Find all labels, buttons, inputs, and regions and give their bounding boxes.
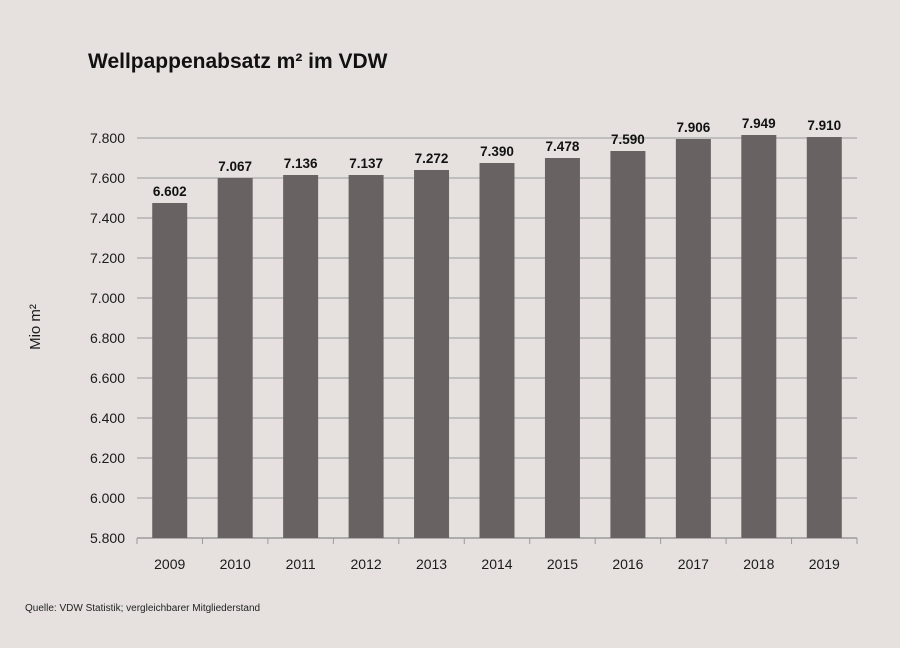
- data-label-2018: 7.949: [742, 116, 776, 131]
- x-tick-label-2009: 2009: [154, 556, 185, 572]
- x-tick-label-2012: 2012: [351, 556, 382, 572]
- y-tick-label: 7.200: [90, 250, 125, 266]
- x-tick-label-2018: 2018: [743, 556, 774, 572]
- data-label-2012: 7.137: [349, 156, 383, 171]
- y-tick-label: 7.600: [90, 170, 125, 186]
- y-tick-label: 6.000: [90, 490, 125, 506]
- bar-2017: [675, 139, 711, 538]
- data-label-2016: 7.590: [611, 132, 645, 147]
- source-note: Quelle: VDW Statistik; vergleichbarer Mi…: [25, 603, 261, 614]
- bar-2011: [283, 175, 319, 538]
- data-label-2011: 7.136: [284, 156, 318, 171]
- x-tick-label-2013: 2013: [416, 556, 447, 572]
- bars: [152, 135, 842, 538]
- y-tick-label: 6.200: [90, 450, 125, 466]
- y-axis-ticks: 5.800 6.000 6.200 6.400 6.600 6.800 7.000 7.200…: [90, 130, 125, 546]
- x-tick-label-2019: 2019: [809, 556, 840, 572]
- data-label-2009: 6.602: [153, 184, 187, 199]
- data-label-2010: 7.067: [218, 159, 252, 174]
- data-label-2015: 7.478: [546, 139, 580, 154]
- y-tick-label: 6.800: [90, 330, 125, 346]
- x-tick-label-2014: 2014: [481, 556, 512, 572]
- bar-2012: [348, 175, 384, 538]
- x-axis-ticks: 2009 2010 2011 2012 2013 2014 2015 2016 2017 2018…: [154, 556, 840, 572]
- data-label-2014: 7.390: [480, 144, 514, 159]
- chart-title: Wellpappenabsatz m² im VDW: [88, 50, 388, 73]
- x-tick-label-2010: 2010: [220, 556, 251, 572]
- bar-2019: [806, 137, 842, 538]
- data-label-2019: 7.910: [807, 118, 841, 133]
- x-tick-label-2017: 2017: [678, 556, 709, 572]
- y-tick-label: 7.400: [90, 210, 125, 226]
- x-tick-label-2015: 2015: [547, 556, 578, 572]
- data-label-2017: 7.906: [676, 120, 710, 135]
- y-tick-label: 7.800: [90, 130, 125, 146]
- bar-2018: [741, 135, 777, 538]
- y-tick-label: 6.400: [90, 410, 125, 426]
- bar-2015: [544, 158, 580, 538]
- y-tick-label: 7.000: [90, 290, 125, 306]
- data-label-2013: 7.272: [415, 151, 449, 166]
- data-labels: 6.602 7.067 7.136 7.137 7.272 7.390 7.478 7.590…: [153, 116, 841, 199]
- bar-2010: [217, 178, 253, 538]
- bar-2009: [152, 203, 188, 538]
- bar-2014: [479, 163, 515, 538]
- bar-2013: [414, 170, 450, 538]
- y-tick-label: 5.800: [90, 530, 125, 546]
- bar-2016: [610, 151, 646, 538]
- y-tick-label: 6.600: [90, 370, 125, 386]
- x-tick-label-2016: 2016: [612, 556, 643, 572]
- x-tick-label-2011: 2011: [286, 556, 316, 572]
- y-axis-title: Mio m²: [27, 304, 44, 350]
